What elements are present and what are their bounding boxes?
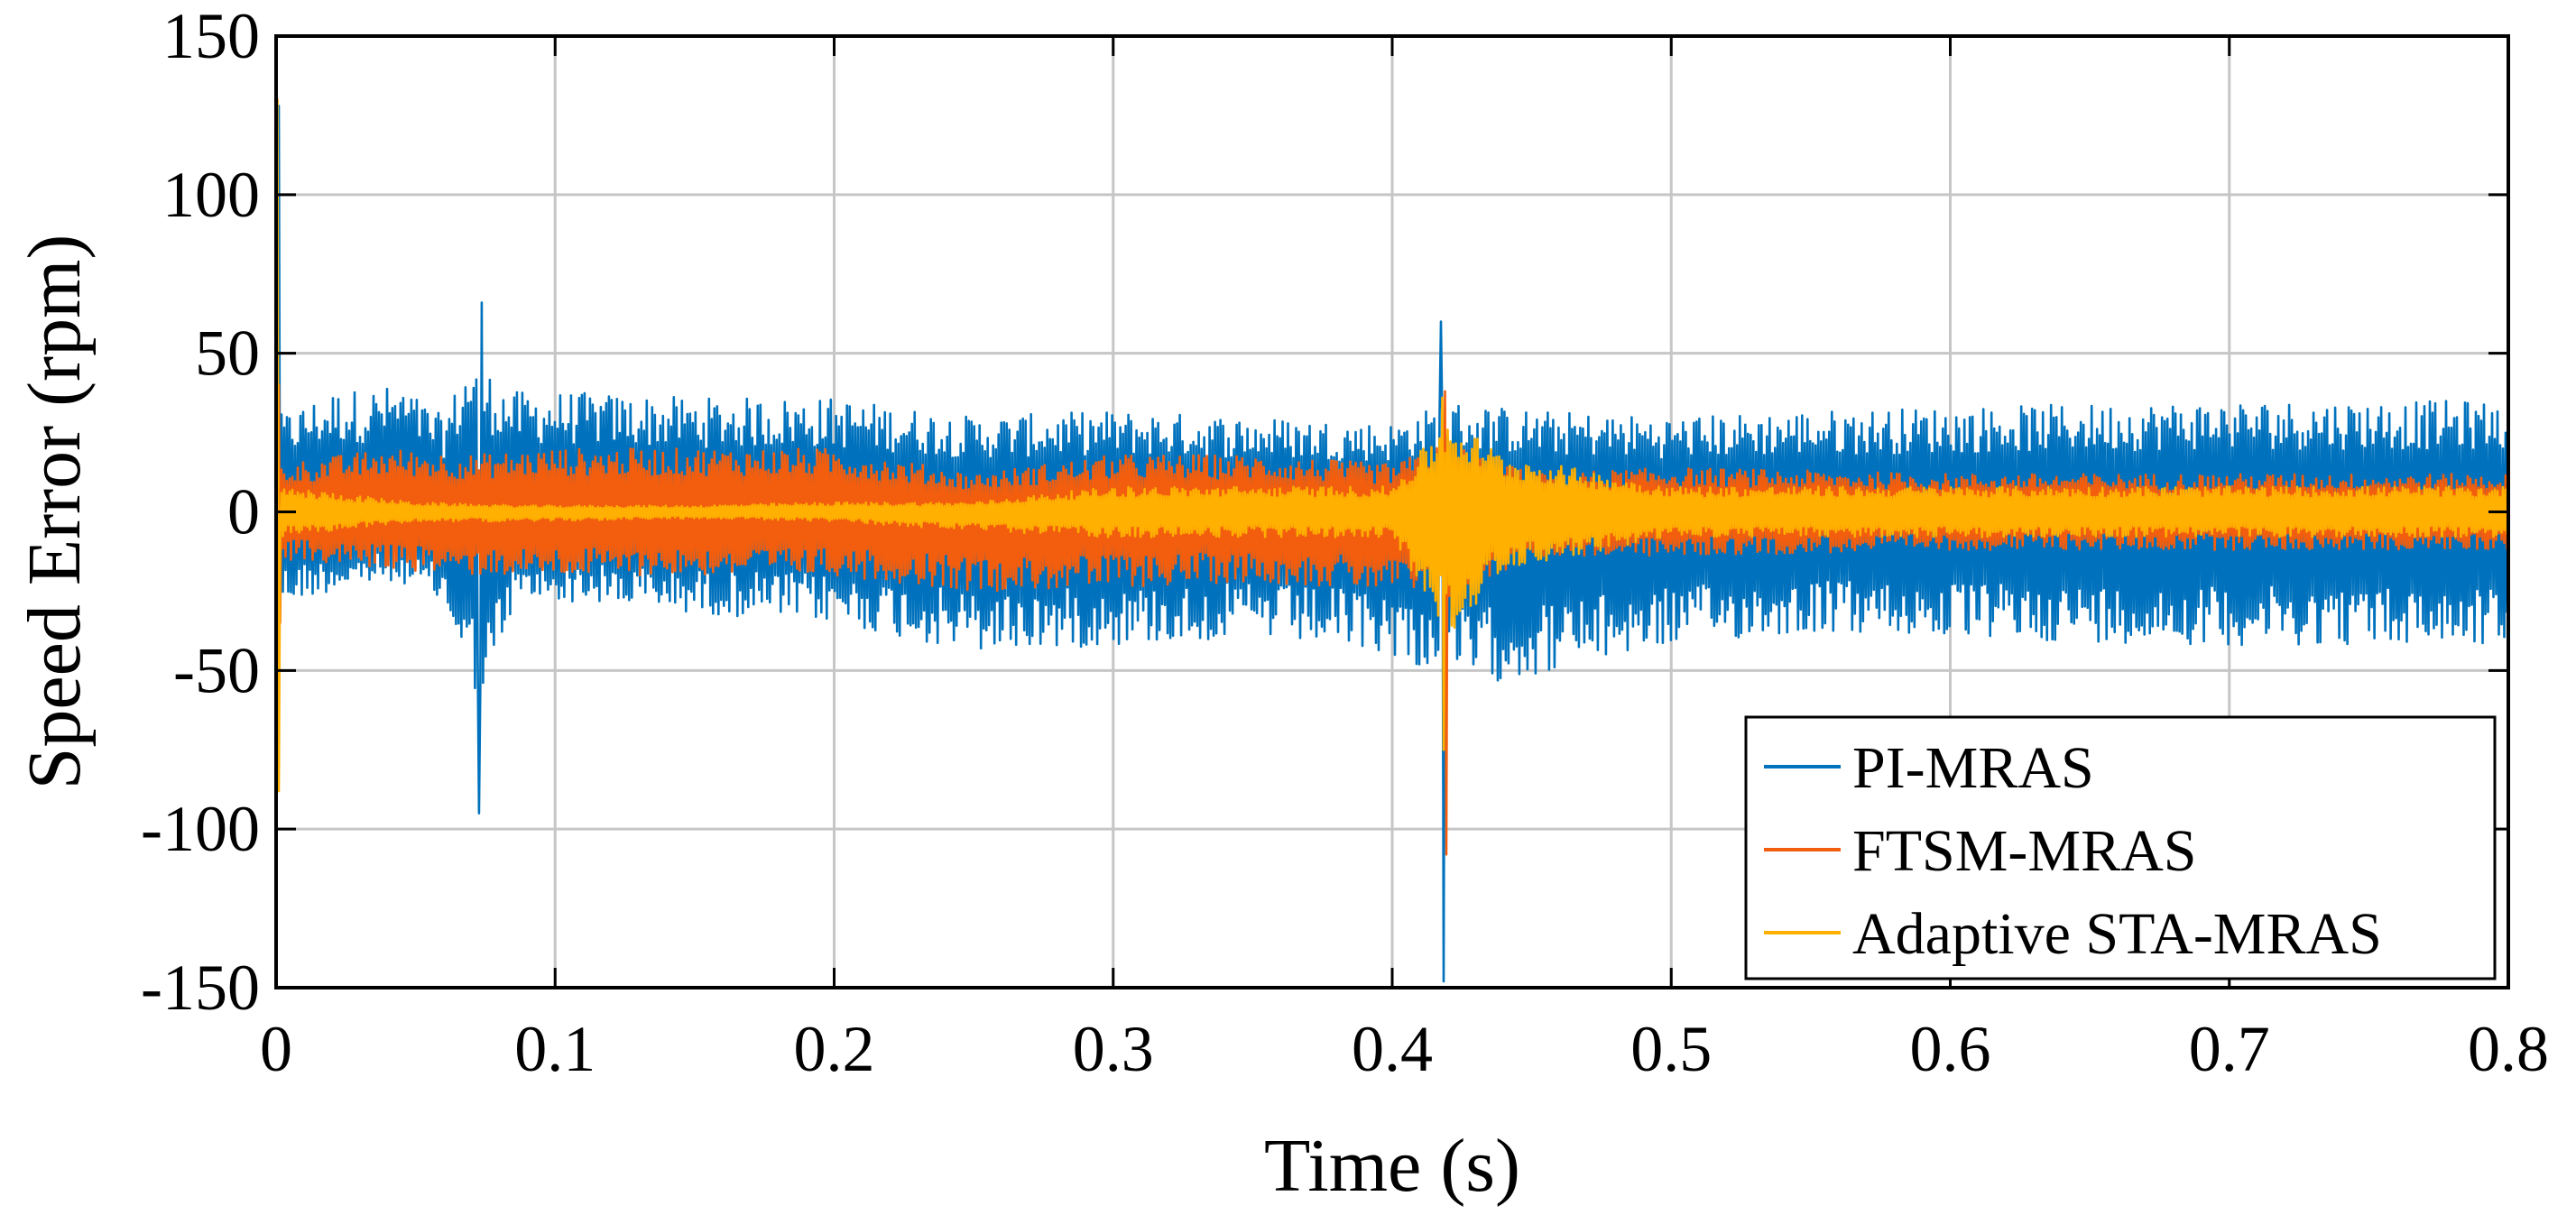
x-tick-label: 0.2 (794, 1013, 875, 1085)
x-tick-label: 0 (260, 1013, 292, 1085)
x-tick-label: 0.5 (1630, 1013, 1712, 1085)
y-tick-label: 150 (162, 0, 260, 72)
x-tick-label: 0.3 (1073, 1013, 1154, 1085)
y-tick-label: -150 (141, 952, 260, 1024)
y-axis-label: Speed Error (rpm) (13, 235, 97, 790)
legend-label: PI-MRAS (1852, 735, 2094, 801)
y-tick-label: -50 (173, 634, 260, 706)
y-tick-label: 50 (195, 318, 260, 390)
series-layer (274, 98, 2510, 983)
legend-label: Adaptive STA-MRAS (1852, 901, 2382, 967)
x-tick-label: 0.1 (514, 1013, 596, 1085)
y-tick-label: 0 (227, 476, 260, 548)
legend-box (1744, 715, 2497, 980)
x-tick-label: 0.8 (2468, 1013, 2549, 1085)
x-tick-label: 0.6 (1910, 1013, 1991, 1085)
x-tick-label: 0.7 (2189, 1013, 2270, 1085)
series-line-pi-mras (274, 105, 2510, 983)
x-tick-label: 0.4 (1352, 1013, 1433, 1085)
tick-labels: 0 0.1 0.2 0.3 0.4 0.5 0.6 0.7 0.8 150 100 50 0 -50 -10… (141, 0, 2549, 1085)
legend-label: FTSM-MRAS (1852, 818, 2196, 884)
y-tick-label: 100 (162, 159, 260, 231)
series-line-adaptive-sta-mras (274, 98, 2510, 793)
x-axis-label: Time (s) (1264, 1124, 1520, 1208)
legend[interactable]: PI-MRAS FTSM-MRAS Adaptive STA-MRAS (1744, 715, 2497, 980)
y-tick-label: -100 (141, 793, 260, 865)
